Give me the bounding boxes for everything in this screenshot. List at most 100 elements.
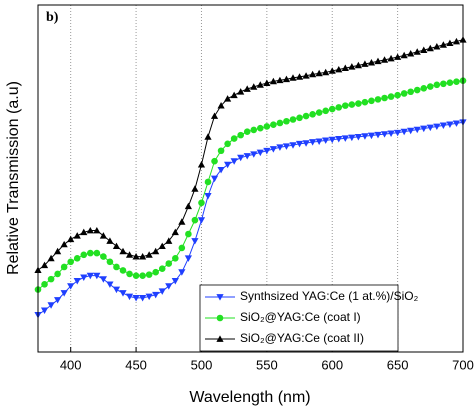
point — [210, 175, 219, 183]
point — [354, 133, 362, 141]
point — [452, 120, 461, 127]
point — [309, 111, 316, 118]
point — [106, 258, 114, 266]
point — [315, 69, 323, 77]
point — [210, 112, 219, 119]
point — [289, 74, 297, 81]
point — [152, 247, 160, 255]
point — [73, 255, 81, 262]
point — [335, 136, 343, 143]
point — [132, 294, 140, 302]
point — [446, 79, 454, 87]
point — [342, 102, 349, 109]
point — [341, 135, 349, 142]
point — [145, 271, 153, 278]
point — [243, 85, 251, 92]
point — [315, 138, 323, 145]
x-tick-label: 550 — [256, 357, 278, 372]
point — [276, 144, 284, 151]
point — [93, 249, 101, 257]
point — [427, 83, 434, 90]
point — [87, 249, 94, 257]
point — [158, 265, 166, 273]
x-tick-label: 650 — [387, 357, 409, 372]
point — [426, 124, 434, 132]
point — [374, 131, 382, 139]
point — [328, 67, 336, 74]
point — [407, 127, 415, 135]
point — [112, 286, 121, 294]
point — [407, 49, 415, 57]
point — [125, 293, 134, 301]
x-tick-label: 450 — [125, 357, 147, 372]
x-tick-label: 500 — [191, 357, 213, 372]
point — [250, 126, 258, 134]
point — [119, 267, 127, 274]
point — [119, 247, 127, 255]
point — [295, 73, 304, 80]
point — [47, 302, 55, 309]
point — [230, 91, 238, 99]
point — [283, 117, 290, 125]
point — [420, 84, 428, 92]
point — [54, 297, 62, 304]
point — [250, 151, 258, 158]
point — [80, 228, 88, 236]
point — [452, 37, 461, 45]
point — [67, 235, 75, 243]
point — [230, 135, 238, 142]
point — [367, 59, 376, 66]
point — [47, 275, 55, 283]
point — [54, 247, 62, 255]
point — [172, 255, 179, 262]
point — [446, 39, 454, 47]
point — [217, 147, 225, 155]
point — [335, 65, 343, 73]
point — [191, 185, 199, 192]
point — [158, 288, 166, 295]
point — [295, 140, 304, 148]
point — [270, 121, 277, 129]
point — [112, 242, 121, 250]
point — [47, 254, 55, 262]
point — [282, 75, 291, 83]
point — [394, 129, 402, 137]
x-axis-title: Wavelength (nm) — [189, 389, 310, 406]
point — [309, 70, 317, 78]
point — [407, 88, 414, 96]
point — [171, 277, 179, 285]
x-tick-label: 700 — [452, 357, 474, 372]
point — [86, 226, 94, 234]
point — [302, 112, 310, 120]
legend-text: SiO₂@YAG:Ce (coat II) — [240, 331, 364, 345]
point — [191, 238, 199, 245]
point — [269, 146, 277, 153]
point — [224, 140, 231, 148]
x-tick-label: 400 — [60, 357, 82, 372]
point — [400, 90, 408, 97]
point — [276, 119, 284, 127]
point — [380, 131, 389, 138]
point — [165, 237, 173, 244]
point — [328, 105, 336, 113]
point — [106, 237, 114, 244]
point — [139, 272, 146, 279]
point — [282, 143, 291, 150]
point — [60, 240, 68, 248]
point — [302, 140, 310, 147]
point — [224, 161, 232, 169]
point — [263, 79, 271, 86]
point — [224, 95, 232, 102]
point — [132, 272, 140, 279]
point — [139, 252, 147, 260]
point — [387, 93, 395, 100]
point — [178, 218, 186, 225]
point — [322, 68, 330, 76]
point — [420, 46, 428, 53]
point — [439, 41, 447, 48]
point — [256, 149, 264, 157]
point — [361, 98, 369, 106]
point — [198, 199, 205, 207]
point — [243, 128, 251, 135]
point — [100, 253, 107, 260]
